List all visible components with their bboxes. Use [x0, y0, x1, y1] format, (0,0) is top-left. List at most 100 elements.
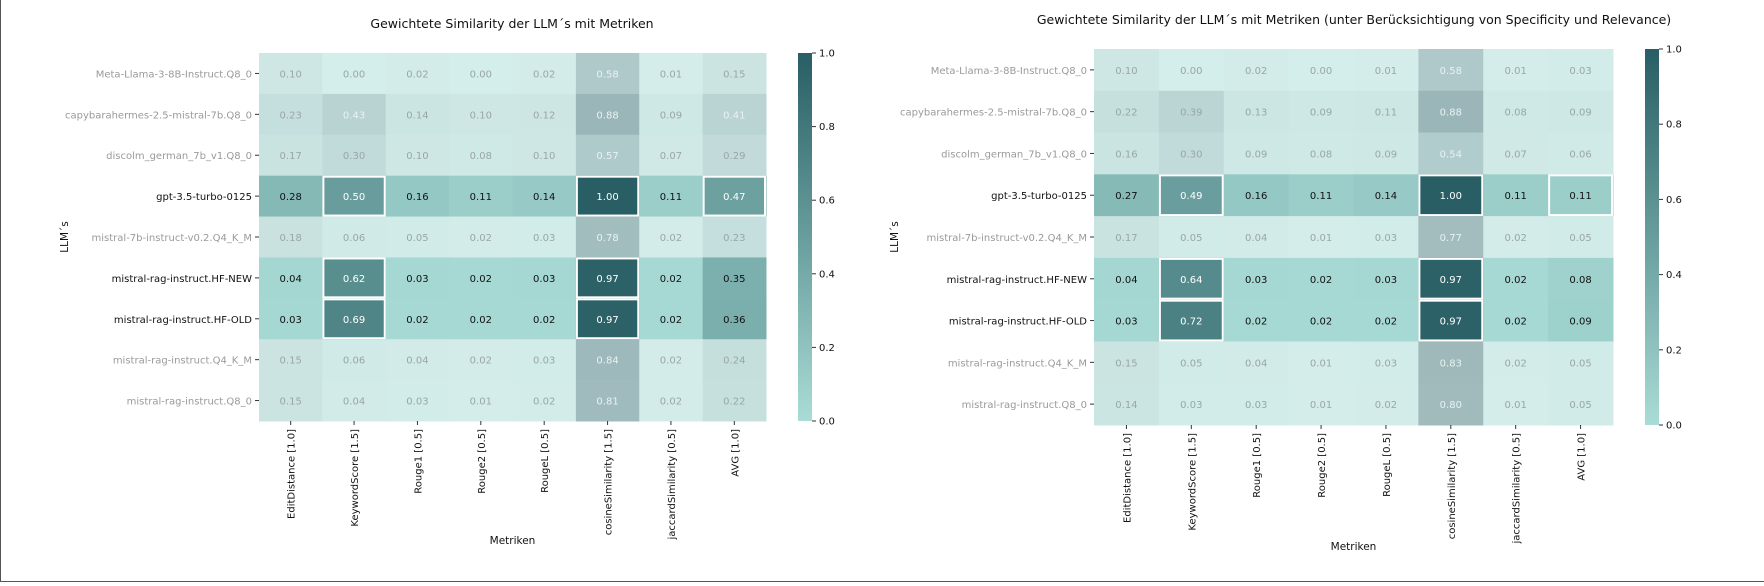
- heatmap-cell: [512, 298, 577, 340]
- row-label: gpt-3.5-turbo-0125: [156, 192, 252, 203]
- heatmap-cell: [1094, 49, 1160, 92]
- heatmap-cell: [1223, 90, 1290, 134]
- heatmap-cell: [1483, 132, 1549, 175]
- cell-value-label: 0.88: [1440, 108, 1462, 119]
- heatmap-cell: [639, 175, 704, 218]
- cell-value-label: 0.72: [1180, 317, 1202, 328]
- cell-highlight-box: [1158, 257, 1224, 300]
- cell-value-label: 0.10: [470, 110, 492, 121]
- heatmap-cell: [1418, 257, 1484, 301]
- cell-value-label: 0.54: [1440, 149, 1462, 160]
- heatmap-cell: [1353, 341, 1419, 384]
- cell-value-label: 0.01: [470, 397, 492, 408]
- cell-value-label: 0.02: [1375, 317, 1397, 328]
- heatmap-cell: [259, 257, 323, 299]
- cell-value-label: 0.07: [1505, 149, 1527, 160]
- cell-value-label: 0.09: [1569, 108, 1591, 119]
- heatmap-cell: [1353, 90, 1419, 134]
- heatmap-cell: [702, 93, 767, 136]
- heatmap-cell: [259, 175, 323, 218]
- row-label: mistral-rag-instruct.Q4_K_M: [113, 356, 252, 367]
- cell-value-label: 0.02: [1505, 317, 1527, 328]
- cell-value-label: 0.10: [280, 69, 302, 80]
- row-label: mistral-rag-instruct.Q8_0: [127, 397, 252, 408]
- heatmap-cell: [1158, 257, 1225, 301]
- cell-value-label: 1.00: [596, 192, 618, 203]
- y-axis-label: LLM´s: [59, 221, 71, 252]
- column-label: Rouge2 [0.5]: [1317, 433, 1328, 498]
- heatmap-cell: [1418, 132, 1484, 175]
- colorbar-tick-label: 1.0: [1666, 45, 1682, 56]
- cell-value-label: 0.05: [1569, 358, 1591, 369]
- heatmap-cell: [1548, 90, 1614, 134]
- heatmap-cell: [1094, 299, 1160, 342]
- heatmap-cell: [575, 93, 640, 136]
- heatmap-cell: [575, 134, 640, 177]
- heatmap-cell: [639, 380, 704, 422]
- chart-title: Gewichtete Similarity der LLM´s mit Metr…: [1037, 12, 1671, 27]
- heatmap-cell: [1288, 49, 1354, 92]
- cell-value-label: 0.47: [723, 192, 745, 203]
- cell-value-label: 0.11: [470, 192, 492, 203]
- cell-value-label: 0.01: [1310, 233, 1332, 244]
- cell-value-label: 0.02: [1310, 275, 1332, 286]
- cell-value-label: 0.05: [1569, 233, 1591, 244]
- heatmap-cell: [702, 257, 767, 299]
- cell-value-label: 0.97: [1440, 317, 1462, 328]
- heatmap-cell: [322, 257, 387, 299]
- heatmap-cell: [1418, 49, 1484, 92]
- heatmap-cell: [575, 216, 640, 258]
- cell-value-label: 0.03: [1245, 275, 1267, 286]
- row-label: gpt-3.5-turbo-0125: [991, 191, 1087, 202]
- cell-value-label: 0.02: [533, 397, 555, 408]
- cell-value-label: 0.03: [533, 274, 555, 285]
- cell-value-label: 0.02: [406, 315, 428, 326]
- cell-value-label: 0.02: [1310, 317, 1332, 328]
- column-label: Rouge1 [0.5]: [413, 429, 424, 494]
- column-label: RougeL [0.5]: [1382, 433, 1393, 497]
- heatmap-cell: [1223, 341, 1290, 384]
- heatmap-cell: [575, 53, 640, 95]
- cell-value-label: 0.08: [470, 151, 492, 162]
- cell-value-label: 0.97: [1440, 275, 1462, 286]
- heatmap-cell: [385, 93, 450, 136]
- heatmap-cell: [259, 216, 323, 258]
- cell-value-label: 0.41: [723, 110, 745, 121]
- heatmap-cell: [639, 216, 704, 258]
- heatmap-cell: [259, 134, 323, 177]
- heatmap-cell: [322, 175, 387, 218]
- cell-value-label: 0.07: [660, 151, 682, 162]
- heatmap-cell: [1094, 90, 1160, 134]
- cell-value-label: 0.09: [1375, 149, 1397, 160]
- cell-value-label: 0.03: [406, 274, 428, 285]
- cell-value-label: 0.01: [1505, 66, 1527, 77]
- cell-value-label: 0.04: [406, 356, 428, 367]
- cell-value-label: 0.39: [1180, 108, 1202, 119]
- heatmap-cell: [575, 380, 640, 422]
- heatmap-cell: [702, 298, 767, 340]
- cell-value-label: 0.00: [1180, 66, 1202, 77]
- cell-value-label: 0.97: [596, 274, 618, 285]
- cell-value-label: 0.04: [1115, 275, 1137, 286]
- column-label: AVG [1.0]: [730, 429, 741, 477]
- heatmap-cell: [449, 298, 513, 340]
- heatmap-cell: [1288, 132, 1354, 175]
- cell-value-label: 0.23: [280, 110, 302, 121]
- heatmap-cell: [385, 257, 450, 299]
- cell-value-label: 0.02: [1505, 233, 1527, 244]
- heatmap-cell: [322, 380, 387, 422]
- heatmap-cell: [512, 175, 577, 218]
- heatmap-cell: [1483, 341, 1549, 384]
- heatmap-cell: [1158, 49, 1225, 92]
- colorbar: [798, 53, 812, 421]
- cell-value-label: 0.09: [1569, 317, 1591, 328]
- cell-value-label: 0.02: [660, 274, 682, 285]
- cell-value-label: 0.10: [533, 151, 555, 162]
- cell-value-label: 0.14: [1115, 400, 1137, 411]
- cell-value-label: 0.01: [1375, 66, 1397, 77]
- cell-value-label: 0.03: [1180, 400, 1202, 411]
- heatmap-cell: [702, 339, 767, 381]
- heatmap-cell: [322, 339, 387, 381]
- heatmap-cell: [385, 298, 450, 340]
